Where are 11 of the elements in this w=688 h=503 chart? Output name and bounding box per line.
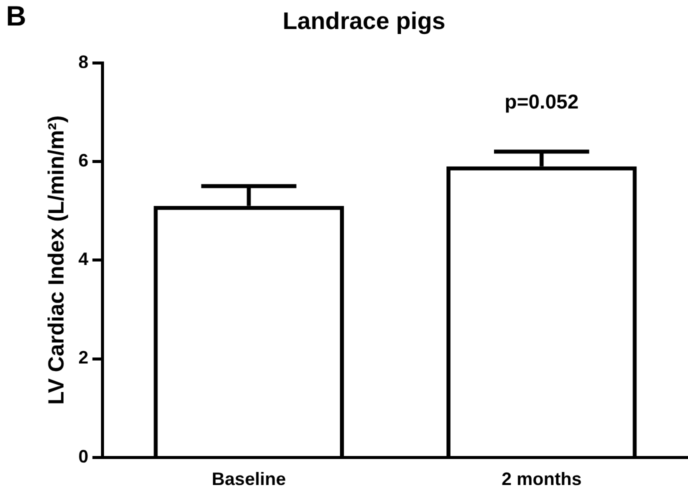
text: B [6,0,26,32]
y-tick-label: 4 [78,249,88,270]
y-tick-label: 6 [78,150,88,170]
x-tick-label: Baseline [212,469,286,490]
y-tick-label: 8 [78,52,88,72]
y-tick-label: 0 [78,446,88,466]
y-axis-title: LV Cardiac Index (L/min/m²) [43,115,68,405]
chart-title: Landrace pigs [282,8,446,36]
y-tick-label: 2 [78,348,88,368]
annotation: p=0.052 [504,91,579,114]
x-tick-label: 2 months [502,469,582,490]
